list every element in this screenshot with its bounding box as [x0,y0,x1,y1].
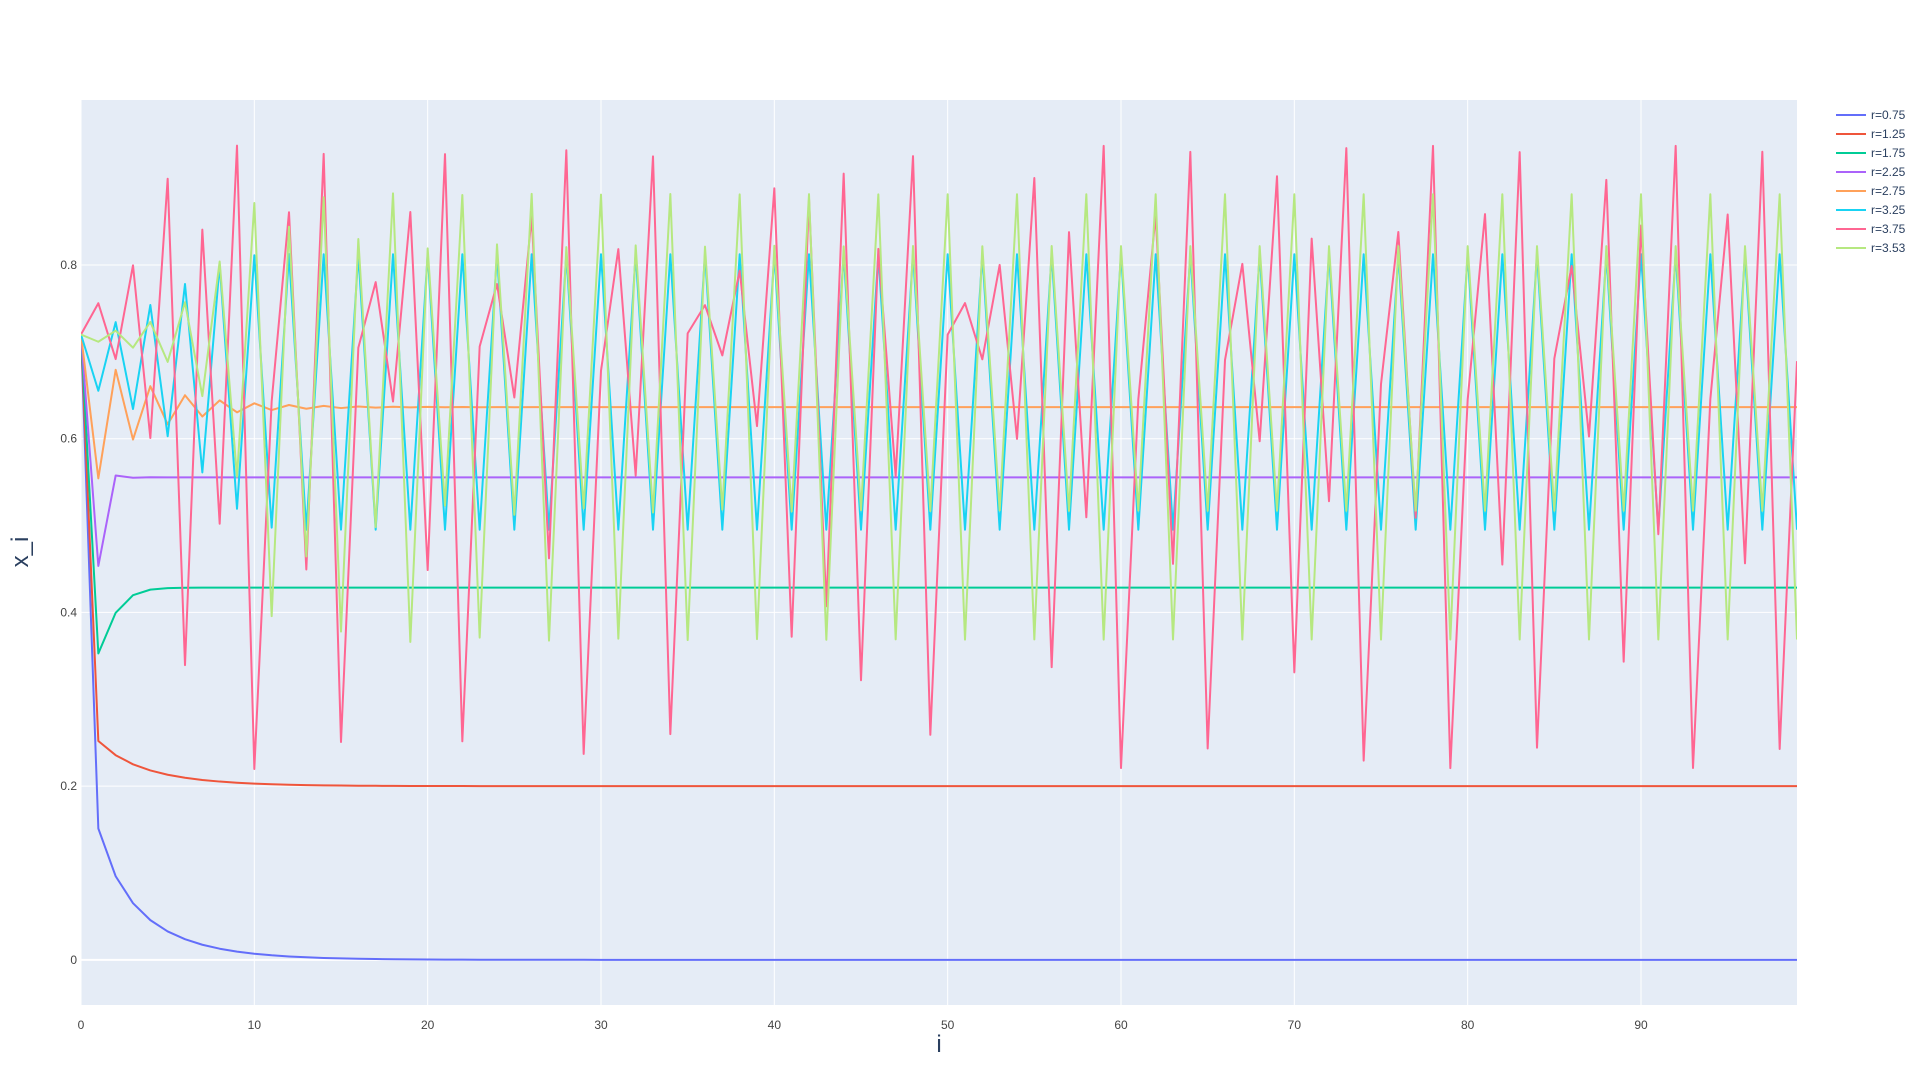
y-tick-label: 0.6 [60,432,77,446]
x-axis-ticks: 0 10 20 30 40 50 60 70 80 90 [78,1018,1648,1032]
y-axis-title: x_i [7,537,34,568]
series-line-r-1-25 [81,334,1797,788]
x-tick-label: 0 [78,1018,85,1032]
legend-item[interactable]: r=1.75 [1836,146,1906,160]
x-tick-label: 20 [421,1018,435,1032]
y-tick-label: 0.2 [60,779,77,793]
legend-item[interactable]: r=3.75 [1836,222,1906,236]
series-line-r-3-53 [81,192,1797,643]
series-line-r-2-25 [81,334,1797,567]
x-tick-label: 80 [1461,1018,1475,1032]
y-tick-label: 0.4 [60,605,77,619]
y-tick-label: 0 [70,953,77,967]
x-tick-label: 60 [1114,1018,1128,1032]
legend-label: r=2.75 [1871,184,1906,198]
legend-item[interactable]: r=3.25 [1836,203,1906,217]
x-axis-title: i [936,1031,941,1058]
x-tick-label: 90 [1634,1018,1648,1032]
x-tick-label: 30 [594,1018,608,1032]
x-tick-label: 10 [248,1018,262,1032]
legend-label: r=1.75 [1871,146,1906,160]
x-tick-label: 70 [1288,1018,1302,1032]
legend-item[interactable]: r=2.25 [1836,165,1906,179]
legend-label: r=3.25 [1871,203,1906,217]
legend-label: r=3.75 [1871,222,1906,236]
x-tick-label: 40 [768,1018,782,1032]
series-line-r-3-75 [81,144,1797,770]
legend-item[interactable]: r=3.53 [1836,241,1906,255]
legend-label: r=2.25 [1871,165,1906,179]
series-lines [81,144,1797,961]
legend[interactable]: r=0.75 r=1.25 r=1.75 r=2.25 r=2.75 r=3.25 r=3.… [1836,108,1906,255]
series-line-r-1-75 [81,334,1797,655]
legend-item[interactable]: r=0.75 [1836,108,1906,122]
legend-item[interactable]: r=1.25 [1836,127,1906,141]
legend-label: r=1.25 [1871,127,1906,141]
x-tick-label: 50 [941,1018,955,1032]
y-tick-label: 0.8 [60,258,77,272]
series-line-r-0-75 [81,334,1797,961]
y-axis-ticks: 0 0.2 0.4 0.6 0.8 [60,258,77,967]
legend-label: r=3.53 [1871,241,1906,255]
legend-item[interactable]: r=2.75 [1836,184,1906,198]
legend-label: r=0.75 [1871,108,1906,122]
